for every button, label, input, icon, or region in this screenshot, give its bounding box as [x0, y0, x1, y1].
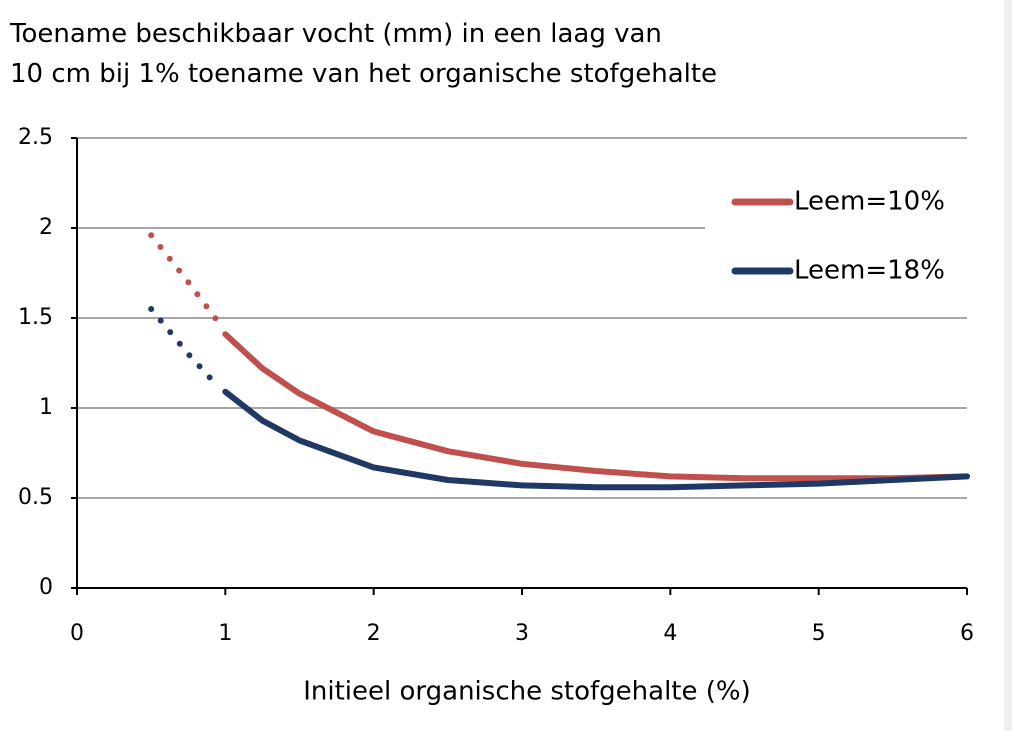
x-tick-label: 2	[367, 621, 381, 646]
x-tick-label: 6	[960, 621, 974, 646]
legend-label: Leem=18%	[794, 256, 945, 286]
side-strip	[1004, 0, 1012, 731]
series-line	[148, 232, 221, 325]
x-tick-label: 0	[70, 621, 84, 646]
y-tick-label: 2	[39, 215, 53, 240]
y-tick-label: 0.5	[18, 485, 53, 510]
series-line	[222, 331, 970, 482]
legend-label: Leem=10%	[794, 187, 945, 217]
x-axis-title: Initieel organische stofgehalte (%)	[303, 677, 751, 707]
y-tick-label: 1	[39, 395, 53, 420]
y-tick-label: 0	[39, 575, 53, 600]
series-line	[148, 306, 221, 390]
x-tick-label: 5	[812, 621, 826, 646]
x-tick-label: 1	[218, 621, 232, 646]
chart-title: Toename beschikbaar vocht (mm) in een la…	[9, 19, 662, 49]
x-tick-label: 4	[663, 621, 677, 646]
chart-title: 10 cm bij 1% toename van het organische …	[10, 59, 717, 89]
y-tick-label: 2.5	[18, 125, 53, 150]
legend-background	[705, 175, 967, 295]
x-tick-label: 3	[515, 621, 529, 646]
series-line	[222, 388, 970, 491]
y-tick-label: 1.5	[18, 305, 53, 330]
